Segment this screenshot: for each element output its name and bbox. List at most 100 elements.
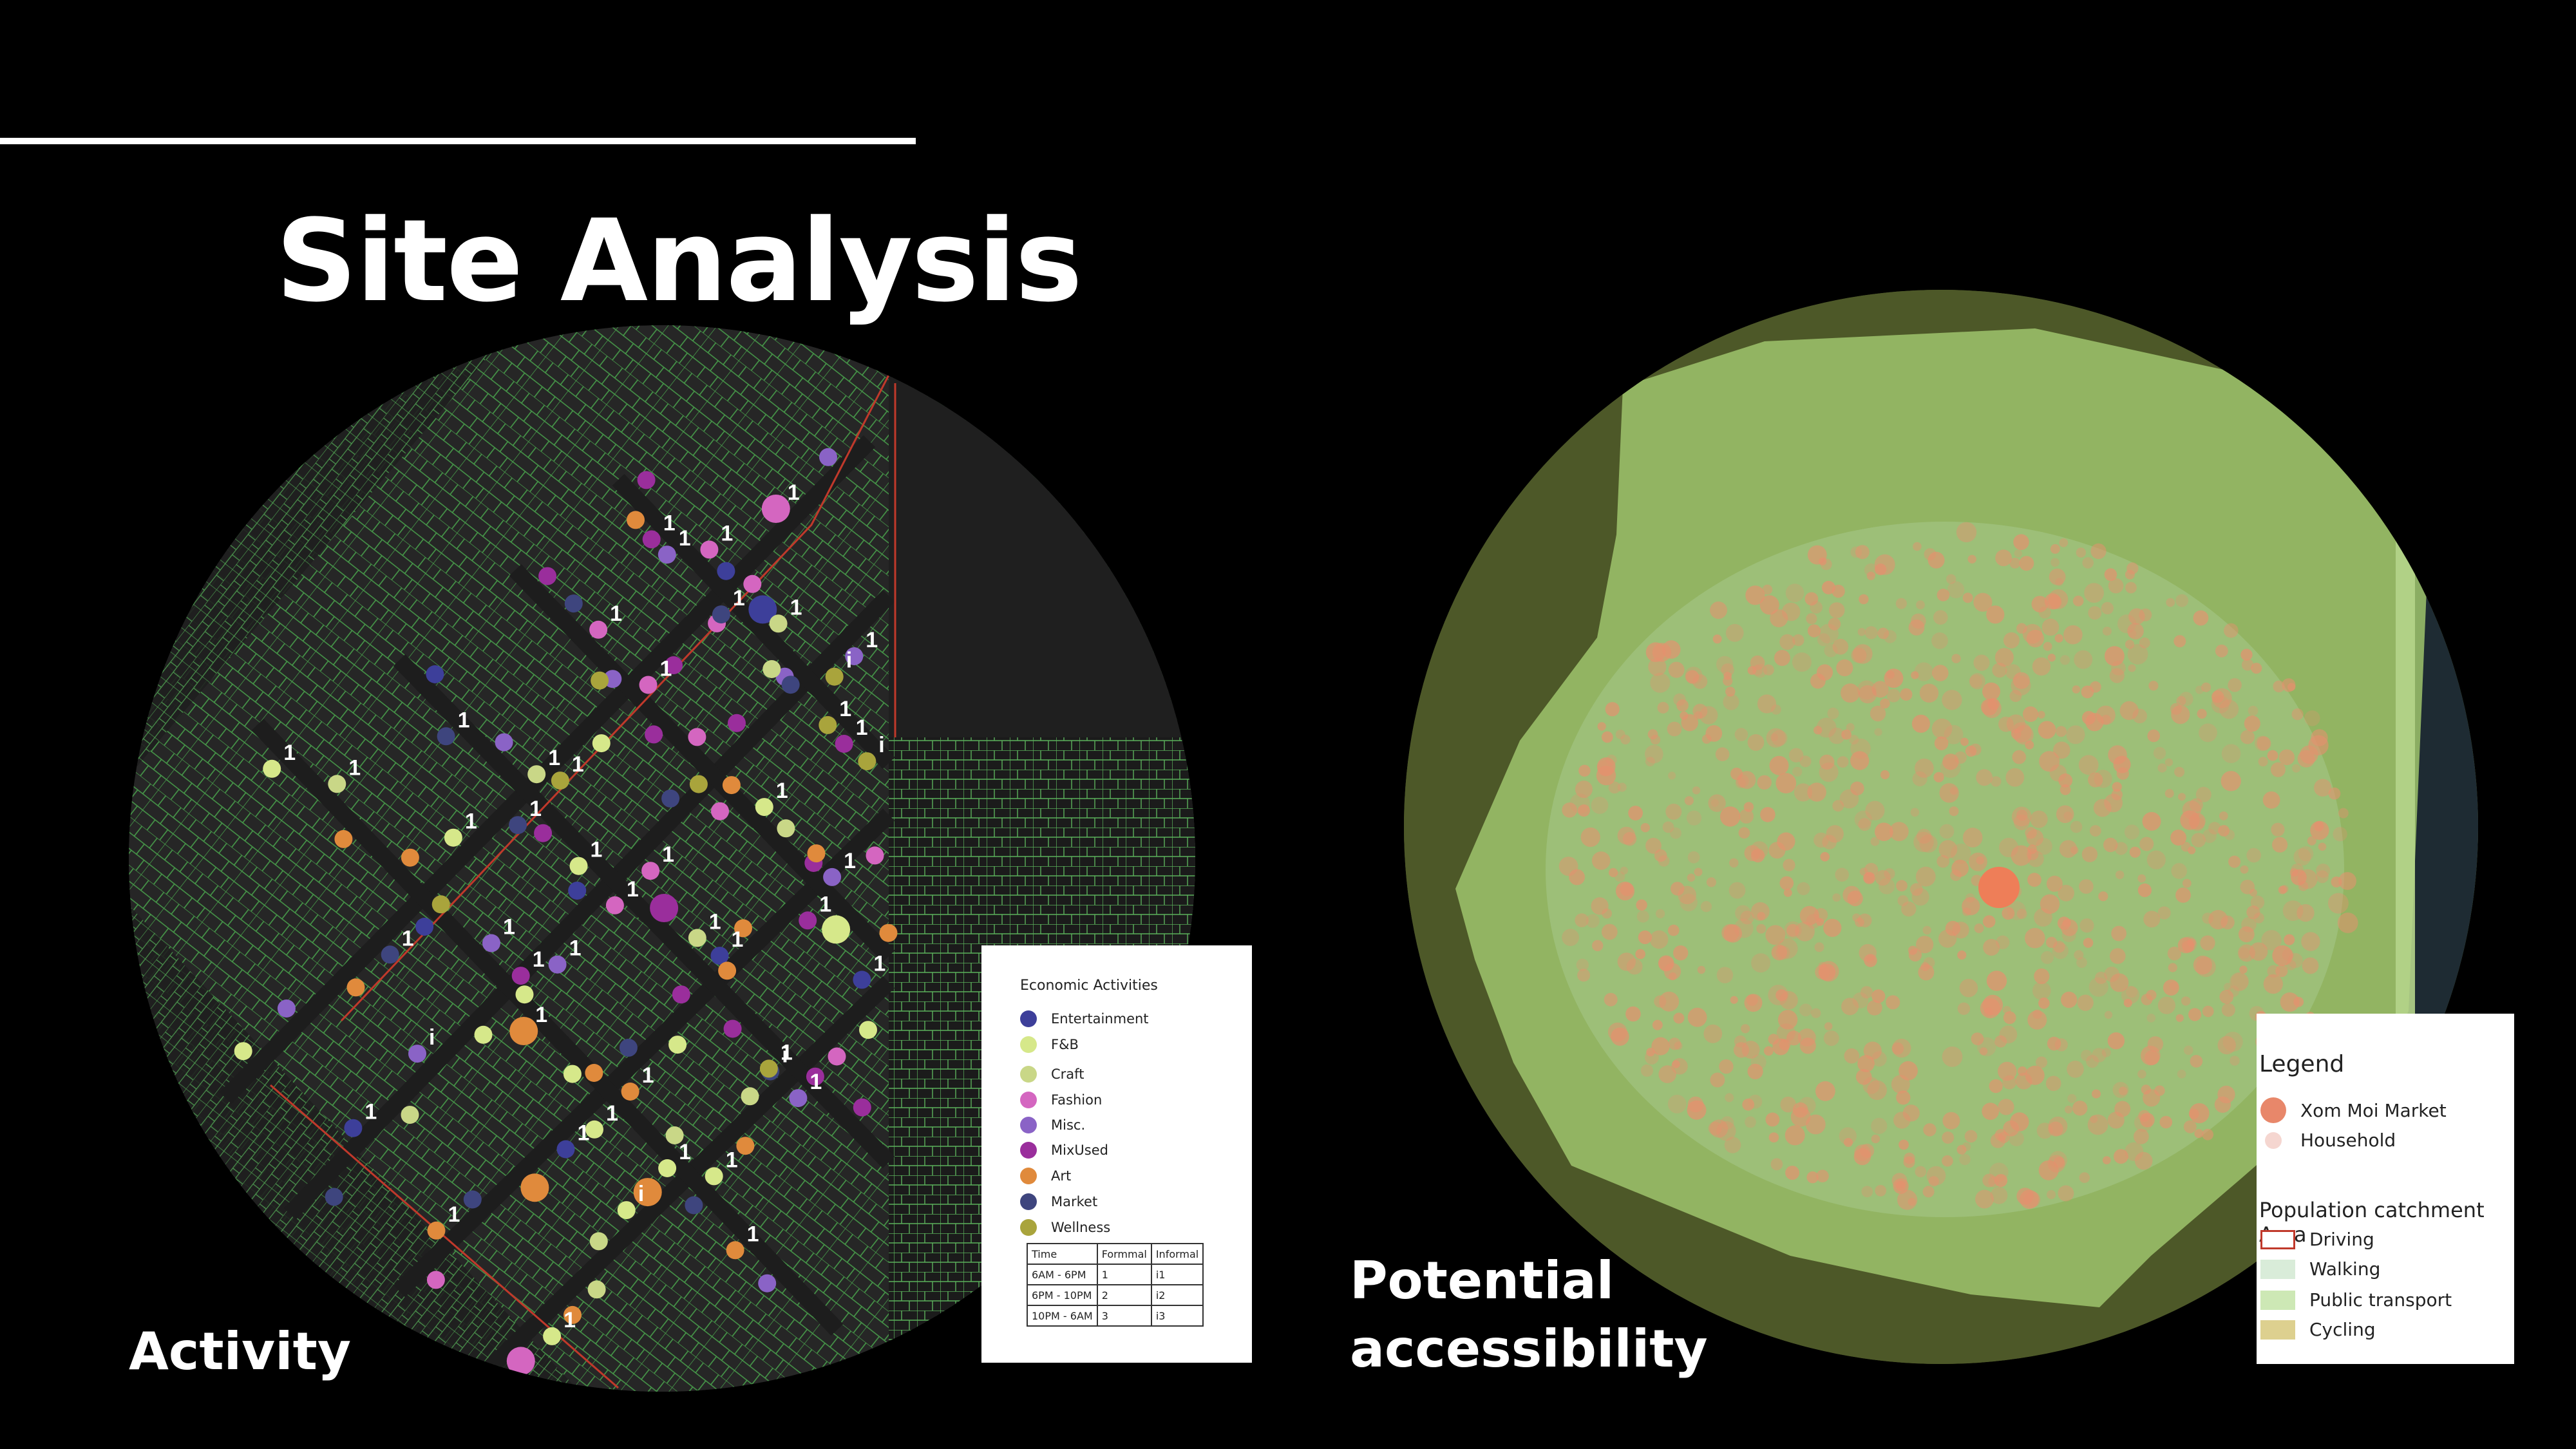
- household-point: [1617, 826, 1636, 845]
- household-point: [2292, 764, 2300, 773]
- household-point: [2070, 846, 2079, 855]
- household-point: [2215, 644, 2228, 658]
- activity-point: [645, 725, 663, 744]
- household-point: [1923, 1123, 1937, 1137]
- household-point: [2244, 715, 2260, 732]
- household-point: [1910, 808, 1920, 817]
- household-point: [1820, 558, 1832, 571]
- household-point: [2009, 690, 2022, 703]
- household-point: [2072, 1101, 2088, 1116]
- household-point: [2088, 606, 2102, 620]
- household-point: [2012, 672, 2030, 689]
- household-point: [2218, 825, 2230, 837]
- household-point: [1777, 1010, 1798, 1030]
- household-point: [2030, 810, 2048, 828]
- household-point: [2083, 938, 2094, 948]
- household-point: [2077, 994, 2094, 1011]
- household-point: [1940, 757, 1961, 778]
- activity-point: [689, 775, 708, 793]
- activity-point: [520, 1173, 549, 1202]
- household-point: [1645, 757, 1655, 767]
- household-point: [2316, 870, 2329, 884]
- household-point: [2013, 534, 2029, 550]
- household-point: [1915, 758, 1934, 778]
- time-label: 1: [283, 741, 296, 765]
- household-point: [1827, 707, 1839, 719]
- household-point: [1671, 882, 1685, 896]
- household-point: [1875, 822, 1893, 841]
- household-point: [1900, 688, 1913, 701]
- household-point: [2157, 906, 2171, 920]
- household-point: [1916, 936, 1934, 954]
- household-point: [2128, 608, 2145, 625]
- driving-swatch-icon: [2260, 1229, 2295, 1249]
- household-point: [2032, 981, 2051, 1000]
- household-point: [2126, 986, 2137, 998]
- activity-point: [431, 895, 450, 914]
- household-point: [2038, 1160, 2059, 1180]
- household-point: [1668, 661, 1685, 678]
- swatch-icon: [1020, 1219, 1037, 1236]
- activity-point: [589, 620, 608, 639]
- activity-point: [234, 1042, 252, 1061]
- household-point: [1723, 694, 1739, 710]
- household-point: [2060, 784, 2071, 795]
- time-label: 1: [747, 1222, 759, 1246]
- household-point: [1975, 1189, 1994, 1209]
- household-point: [2050, 544, 2060, 554]
- household-point: [2297, 869, 2318, 889]
- household-point: [1908, 945, 1918, 955]
- household-point: [1931, 632, 1948, 649]
- time-label: 1: [781, 1040, 793, 1065]
- household-point: [2211, 690, 2224, 703]
- slide-title: Site Analysis: [276, 195, 1083, 327]
- household-point: [1779, 634, 1795, 650]
- household-point: [2272, 837, 2288, 853]
- household-point: [1913, 831, 1934, 853]
- xom-moi-market-marker: [1978, 867, 2020, 908]
- household-point: [2182, 800, 2201, 820]
- household-point: [2098, 891, 2108, 902]
- activity-point: [685, 1196, 703, 1215]
- household-point: [1814, 908, 1828, 922]
- household-point: [1716, 1121, 1736, 1141]
- activity-point: [401, 848, 419, 867]
- household-point: [1820, 852, 1830, 862]
- household-point: [2079, 879, 2094, 894]
- time-label: 1: [548, 746, 560, 770]
- household-point: [2123, 998, 2132, 1008]
- time-label: 1: [810, 1070, 822, 1094]
- household-point: [1692, 786, 1701, 795]
- household-point: [1913, 542, 1922, 551]
- household-point: [2114, 1149, 2128, 1164]
- activity-point: [828, 1047, 846, 1066]
- household-point: [1760, 807, 1776, 822]
- household-point: [1752, 665, 1763, 676]
- household-point: [2110, 973, 2129, 992]
- household-point: [2060, 655, 2070, 665]
- table-header: Informal: [1150, 1243, 1204, 1265]
- activity-point: [672, 985, 690, 1004]
- household-point: [1939, 824, 1955, 839]
- household-point: [2081, 711, 2096, 725]
- activity-point: [534, 824, 553, 842]
- household-point: [1874, 554, 1895, 575]
- household-point: [2087, 1114, 2108, 1135]
- household-point: [2189, 798, 2203, 812]
- household-point: [1763, 1046, 1774, 1056]
- household-point: [2333, 827, 2347, 842]
- household-point: [2318, 842, 2327, 851]
- swatch-icon: [1020, 1193, 1037, 1210]
- household-point: [2116, 767, 2129, 780]
- household-point: [1562, 802, 1577, 818]
- household-point: [1640, 1064, 1653, 1077]
- household-point: [2014, 549, 2022, 558]
- household-point: [1609, 867, 1618, 878]
- household-point: [1879, 878, 1895, 895]
- activity-point: [617, 1201, 636, 1220]
- household-point: [2066, 725, 2085, 744]
- household-point: [2035, 838, 2052, 855]
- activity-point: [585, 1064, 603, 1082]
- household-point: [1658, 956, 1674, 972]
- household-point: [1902, 1104, 1920, 1122]
